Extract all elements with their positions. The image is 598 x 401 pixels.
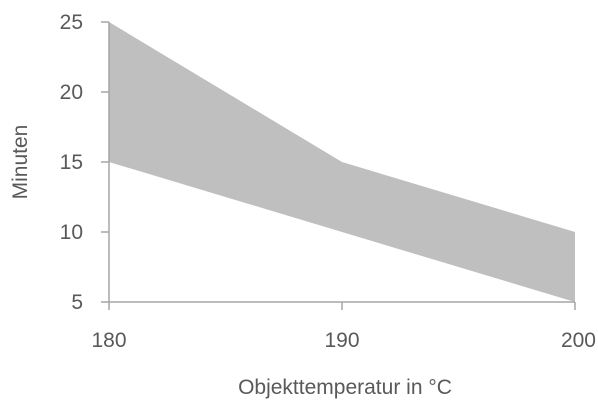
x-ticks: 180 190 200 (91, 302, 596, 352)
x-axis-title: Objekttemperatur in °C (238, 376, 452, 399)
band-area-layer (109, 22, 575, 302)
y-ticks: 5 10 15 20 25 (60, 11, 109, 314)
band-area (109, 22, 575, 302)
y-axis-title: Minuten (9, 125, 32, 200)
x-tick-label: 180 (91, 329, 126, 352)
y-tick-label: 5 (71, 291, 83, 314)
y-tick-label: 25 (60, 11, 83, 34)
x-tick-label: 200 (561, 329, 596, 352)
y-tick-label: 20 (60, 81, 83, 104)
y-tick-label: 15 (60, 151, 83, 174)
x-tick-label: 190 (324, 329, 359, 352)
y-tick-label: 10 (60, 221, 83, 244)
